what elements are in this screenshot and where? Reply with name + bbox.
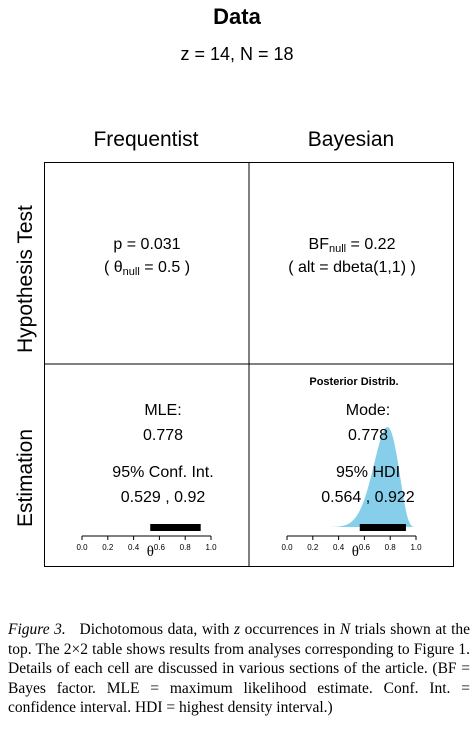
posterior-x-axis-label: θ bbox=[352, 544, 359, 560]
posterior-x-ticks: 0.0 0.2 0.4 0.6 0.8 1.0 bbox=[281, 536, 422, 552]
mle-label: MLE: bbox=[144, 402, 182, 419]
x-tick-label: 0.2 bbox=[102, 543, 114, 552]
frequentist-x-ticks: 0.0 0.2 0.4 0.6 0.8 1.0 bbox=[76, 536, 217, 552]
cell-bayesian-estimation-text: Mode: 0.778 95% HDI 0.564 , 0.922 bbox=[281, 398, 455, 510]
posterior-distribution-plot: Posterior Distrib. 0.0 0.2 0.4 0.6 0.8 1.0 θ bbox=[281, 376, 422, 560]
x-tick-label: 0.0 bbox=[281, 543, 293, 552]
column-header-bayesian: Bayesian bbox=[307, 128, 395, 151]
cell-bayesian-test: BFnull = 0.22 ( alt = dbeta(1,1) ) bbox=[250, 233, 454, 279]
hdi-label: 95% HDI bbox=[335, 464, 401, 481]
ci-value: 0.529 , 0.92 bbox=[120, 489, 206, 506]
row-header-estimation: Estimation bbox=[14, 428, 37, 527]
hdi-value: 0.564 , 0.922 bbox=[321, 489, 415, 506]
x-tick-label: 0.8 bbox=[180, 543, 192, 552]
frequentist-x-axis-label: θ bbox=[147, 544, 154, 560]
x-tick-label: 0.2 bbox=[307, 543, 319, 552]
posterior-plot-title: Posterior Distrib. bbox=[309, 376, 398, 388]
figure-caption: Figure 3. Dichotomous data, with z occur… bbox=[8, 620, 470, 718]
alt-prior-text: ( alt = dbeta(1,1) ) bbox=[288, 259, 416, 276]
ci-label: 95% Conf. Int. bbox=[112, 464, 214, 481]
cell-frequentist-estimation-text: MLE: 0.778 95% Conf. Int. 0.529 , 0.92 bbox=[76, 398, 250, 510]
x-tick-label: 0.4 bbox=[128, 543, 140, 552]
mode-label: Mode: bbox=[345, 402, 391, 419]
hdi-bar bbox=[359, 524, 406, 531]
x-tick-label: 0.0 bbox=[76, 543, 88, 552]
figure-subtitle: z = 14, N = 18 bbox=[180, 44, 294, 64]
x-tick-label: 0.6 bbox=[154, 543, 166, 552]
null-value-text: ( θnull = 0.5 ) bbox=[103, 259, 191, 278]
mode-value: 0.778 bbox=[347, 427, 389, 444]
x-tick-label: 0.8 bbox=[385, 543, 397, 552]
x-tick-label: 0.4 bbox=[333, 543, 345, 552]
posterior-density-area bbox=[287, 427, 416, 527]
caption-text-2: occurrences in bbox=[240, 621, 340, 638]
caption-var-n: N bbox=[339, 621, 351, 638]
x-tick-label: 0.6 bbox=[359, 543, 371, 552]
results-table-grid bbox=[44, 162, 454, 567]
x-tick-label: 1.0 bbox=[410, 543, 422, 552]
confidence-interval-plot: 0.0 0.2 0.4 0.6 0.8 1.0 θ bbox=[76, 524, 217, 560]
x-tick-label: 1.0 bbox=[205, 543, 217, 552]
caption-var-z: z bbox=[234, 621, 241, 638]
caption-text-1: Dichotomous data, with bbox=[79, 621, 234, 638]
caption-label: Figure 3. bbox=[8, 621, 66, 638]
row-header-hypothesis-test: Hypothesis Test bbox=[14, 205, 37, 353]
bayes-factor-text: BFnull = 0.22 bbox=[308, 236, 396, 255]
p-value-text: p = 0.031 bbox=[113, 236, 181, 253]
caption-text-3: trials shown at the top. The 2×2 table s… bbox=[8, 621, 471, 716]
figure-title: Data bbox=[213, 4, 261, 29]
mle-value: 0.778 bbox=[142, 427, 184, 444]
column-header-frequentist: Frequentist bbox=[93, 128, 199, 151]
confidence-interval-bar bbox=[150, 524, 201, 531]
cell-frequentist-test: p = 0.031 ( θnull = 0.5 ) bbox=[45, 233, 249, 279]
